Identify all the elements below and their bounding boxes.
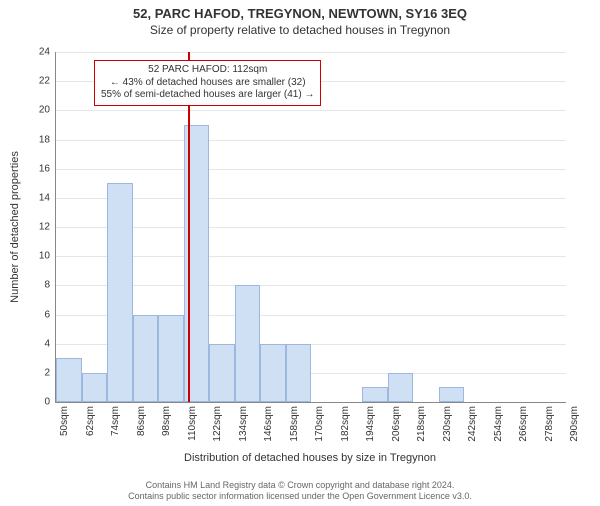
y-tick-label: 8 [20, 280, 50, 291]
x-tick-label: 146sqm [263, 406, 274, 442]
annotation-line: 55% of semi-detached houses are larger (… [101, 89, 314, 102]
x-tick-label: 278sqm [544, 406, 555, 442]
y-tick-label: 18 [20, 134, 50, 145]
gridline [56, 140, 566, 141]
x-tick-label: 50sqm [59, 406, 70, 436]
x-tick-label: 62sqm [85, 406, 96, 436]
histogram-bar [286, 344, 312, 402]
x-axis-label: Distribution of detached houses by size … [55, 452, 565, 464]
histogram-bar [388, 373, 414, 402]
x-tick-label: 98sqm [161, 406, 172, 436]
gridline [56, 198, 566, 199]
annotation-line: ← 43% of detached houses are smaller (32… [101, 77, 314, 90]
footer-attribution: Contains HM Land Registry data © Crown c… [0, 480, 600, 503]
y-tick-label: 0 [20, 397, 50, 408]
annotation-box: 52 PARC HAFOD: 112sqm← 43% of detached h… [94, 60, 321, 106]
footer-line-1: Contains HM Land Registry data © Crown c… [0, 480, 600, 492]
histogram-bar [209, 344, 235, 402]
page-title-2: Size of property relative to detached ho… [0, 23, 600, 37]
y-tick-label: 20 [20, 105, 50, 116]
x-tick-label: 218sqm [416, 406, 427, 442]
y-tick-label: 12 [20, 222, 50, 233]
gridline [56, 110, 566, 111]
gridline [56, 227, 566, 228]
x-tick-label: 74sqm [110, 406, 121, 436]
y-axis-label: Number of detached properties [9, 151, 21, 303]
histogram-bar [260, 344, 286, 402]
y-tick-label: 10 [20, 251, 50, 262]
histogram-bar [235, 285, 261, 402]
x-tick-label: 266sqm [518, 406, 529, 442]
y-tick-label: 16 [20, 163, 50, 174]
gridline [56, 169, 566, 170]
histogram-bar [133, 315, 159, 403]
histogram-bar [158, 315, 184, 403]
y-tick-label: 4 [20, 338, 50, 349]
x-tick-label: 110sqm [187, 406, 198, 441]
x-tick-label: 230sqm [442, 406, 453, 442]
page-title-1: 52, PARC HAFOD, TREGYNON, NEWTOWN, SY16 … [0, 6, 600, 21]
x-tick-label: 122sqm [212, 406, 223, 442]
y-tick-label: 24 [20, 47, 50, 58]
x-tick-label: 158sqm [289, 406, 300, 442]
y-tick-label: 14 [20, 192, 50, 203]
x-tick-label: 194sqm [365, 406, 376, 442]
histogram-bar [82, 373, 108, 402]
x-tick-label: 182sqm [340, 406, 351, 442]
plot-area: 02468101214161820222450sqm62sqm74sqm86sq… [55, 52, 566, 403]
footer-line-2: Contains public sector information licen… [0, 491, 600, 503]
x-tick-label: 242sqm [467, 406, 478, 442]
histogram-bar [107, 183, 133, 402]
histogram-bar [439, 387, 465, 402]
x-tick-label: 290sqm [569, 406, 580, 442]
gridline [56, 285, 566, 286]
gridline [56, 256, 566, 257]
y-tick-label: 6 [20, 309, 50, 320]
x-tick-label: 170sqm [314, 406, 325, 442]
histogram-chart: 02468101214161820222450sqm62sqm74sqm86sq… [55, 52, 565, 402]
x-tick-label: 134sqm [238, 406, 249, 442]
y-tick-label: 22 [20, 76, 50, 87]
gridline [56, 52, 566, 53]
annotation-line: 52 PARC HAFOD: 112sqm [101, 64, 314, 77]
x-tick-label: 254sqm [493, 406, 504, 442]
y-tick-label: 2 [20, 367, 50, 378]
histogram-bar [56, 358, 82, 402]
histogram-bar [362, 387, 388, 402]
x-tick-label: 206sqm [391, 406, 402, 442]
x-tick-label: 86sqm [136, 406, 147, 436]
